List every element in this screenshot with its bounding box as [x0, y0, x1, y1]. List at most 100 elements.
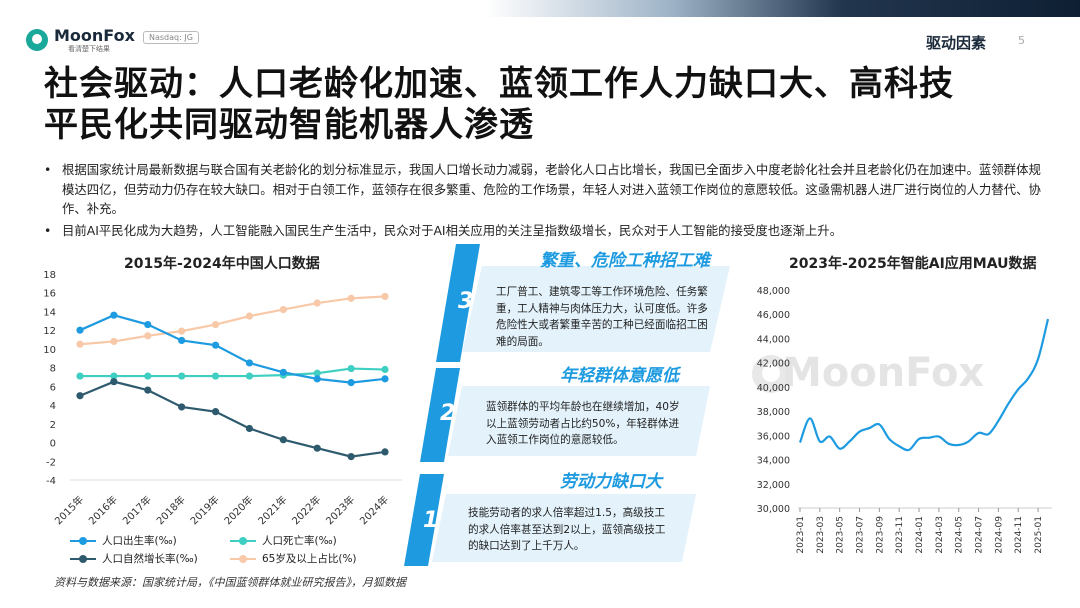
card-numbers: 3 2 1	[423, 289, 473, 533]
point-birth-rate	[245, 359, 254, 367]
point-natural-growth	[245, 424, 254, 433]
moonfox-logo-icon	[26, 29, 48, 51]
population-chart-title: 2015年-2024年中国人口数据	[124, 256, 320, 272]
mau-x-tick-label: 2023-01	[796, 516, 806, 554]
legend-birth-rate: 人口出生率(‰)	[70, 533, 177, 548]
section-label: 驱动因素	[926, 34, 987, 52]
point-death-rate	[144, 372, 152, 380]
card-3-background	[462, 266, 730, 352]
nasdaq-badge: Nasdaq: JG	[143, 31, 199, 44]
pop-y-tick-label: 12	[43, 326, 56, 337]
pop-x-tick-label: 2019年	[187, 493, 221, 527]
series-line-natural-growth	[79, 380, 386, 458]
point-aged-share	[279, 305, 287, 314]
mau-x-tick-label: 2023-03	[816, 516, 826, 554]
card-1-background	[432, 494, 696, 562]
legend-natural-rate: 人口自然增长率(‰)	[70, 551, 198, 566]
mau-x-tick-label: 2023-07	[856, 516, 866, 554]
legend-aged-share: 65岁及以上占比(%)	[230, 551, 357, 566]
legend-natural-swatch	[70, 554, 96, 563]
point-aged-share	[178, 327, 186, 335]
card-3-number-band	[436, 244, 480, 362]
card-2-number: 2	[440, 401, 455, 426]
point-natural-growth	[211, 408, 220, 416]
point-death-rate	[76, 372, 84, 380]
mau-x-tick-label: 2024-11	[1014, 516, 1024, 554]
point-aged-share	[313, 299, 321, 307]
card-1-number-band	[404, 474, 444, 566]
moonfox-watermark: MoonFox	[782, 350, 985, 396]
bullet-ai: 目前AI平民化成为大趋势，人工智能融入国民生产生活中，民众对于AI相关应用的关注…	[40, 221, 1050, 241]
legend-death-rate: 人口死亡率(‰)	[230, 533, 337, 548]
mau-x-tick-label: 2024-07	[975, 516, 985, 554]
legend-birth-label: 人口出生率(‰)	[102, 535, 177, 547]
mau-x-tick-label: 2024-05	[955, 516, 965, 554]
pop-x-tick-label: 2017年	[120, 493, 154, 527]
pop-y-tick-label: 14	[43, 307, 56, 318]
pop-x-tick-label: 2024年	[357, 493, 391, 527]
point-aged-share	[347, 294, 355, 302]
card-2-heading: 年轻群体意愿低	[560, 366, 679, 386]
data-source-note: 资料与数据来源：国家统计局，《中国蓝领群体就业研究报告》，月狐数据	[54, 576, 406, 589]
cards-backdrop	[404, 244, 730, 566]
mau-line-chart: 48,000 46,000 44,000 42,000 40,000 38,000 36,0…	[757, 286, 1052, 554]
mau-y-tick-label: 48,000	[757, 286, 790, 297]
point-birth-rate	[110, 311, 118, 319]
mau-chart-title: 2023年-2025年智能AI应用MAU数据	[789, 256, 1037, 272]
card-2-background	[448, 386, 710, 456]
mau-x-tick-label: 2024-01	[915, 516, 925, 554]
page-title: 社会驱动：人口老龄化加速、蓝领工作人力缺口大、高科技 平民化共同驱动智能机器人渗…	[44, 64, 1044, 146]
mau-x-tick-label: 2024-03	[935, 516, 945, 554]
pop-y-tick-label: 2	[50, 420, 56, 431]
pop-x-tick-label: 2022年	[289, 493, 323, 527]
card-2-text: 蓝领群体的平均年龄也在继续增加，40岁以上蓝领劳动者占比约50%，年轻群体进入蓝…	[486, 401, 680, 446]
mau-y-tick-label: 32,000	[757, 480, 790, 491]
point-birth-rate	[211, 341, 220, 349]
pop-x-tick-label: 2021年	[255, 493, 289, 527]
point-aged-share	[245, 312, 254, 320]
point-death-rate	[313, 369, 321, 377]
card-1-heading: 劳动力缺口大	[560, 472, 662, 492]
mau-y-tick-label: 36,000	[757, 431, 790, 442]
legend-natural-label: 人口自然增长率(‰)	[102, 553, 198, 565]
point-aged-share	[211, 320, 220, 329]
point-aged-share	[381, 292, 389, 301]
mau-x-tick-label: 2023-05	[836, 516, 846, 554]
legend-aged-label: 65岁及以上占比(%)	[262, 553, 357, 565]
point-aged-share	[110, 337, 118, 346]
moonfox-logo: MoonFox 看清楚下结果	[26, 27, 135, 54]
mau-series-line	[798, 318, 1050, 452]
pop-x-tick-label: 2016年	[86, 493, 120, 527]
card-3-number: 3	[458, 289, 473, 314]
mau-y-tick-label: 30,000	[757, 504, 790, 515]
pop-x-tick-label: 2020年	[221, 493, 255, 527]
bullet-list: 根据国家统计局最新数据与联合国有关老龄化的划分标准显示，我国人口增长动力减弱，老…	[40, 160, 1050, 242]
mau-x-tick-label: 2024-09	[994, 516, 1004, 554]
series-line-death-rate	[80, 367, 386, 378]
card-1-number: 1	[423, 508, 438, 533]
point-birth-rate	[144, 320, 152, 329]
legend-birth-swatch	[70, 536, 96, 545]
point-natural-growth	[76, 392, 84, 400]
mau-y-tick-label: 34,000	[757, 456, 790, 467]
moonfox-watermark-icon	[752, 355, 790, 393]
point-natural-growth	[110, 378, 118, 386]
series-line-birth-rate	[79, 314, 386, 384]
point-natural-growth	[279, 436, 287, 444]
mau-y-tick-label: 38,000	[757, 407, 790, 418]
series-line-aged-share	[79, 295, 386, 346]
legend-death-swatch	[230, 536, 256, 545]
mau-y-tick-label: 44,000	[757, 334, 790, 345]
point-birth-rate	[279, 368, 287, 376]
pop-y-tick-label: 10	[43, 345, 56, 356]
point-aged-share	[144, 332, 152, 340]
logo-slogan: 看清楚下结果	[68, 45, 110, 53]
point-death-rate	[110, 372, 118, 380]
pop-y-tick-label: 16	[43, 289, 56, 300]
pop-y-tick-label: -2	[46, 457, 56, 468]
card-1-text: 技能劳动者的求人倍率超过1.5，高级技工的求人倍率甚至达到2以上，蓝领高级技工的…	[468, 507, 666, 552]
pop-y-tick-label: 8	[50, 364, 56, 375]
point-aged-share	[76, 340, 84, 348]
card-3-heading: 繁重、危险工种招工难	[540, 251, 710, 271]
